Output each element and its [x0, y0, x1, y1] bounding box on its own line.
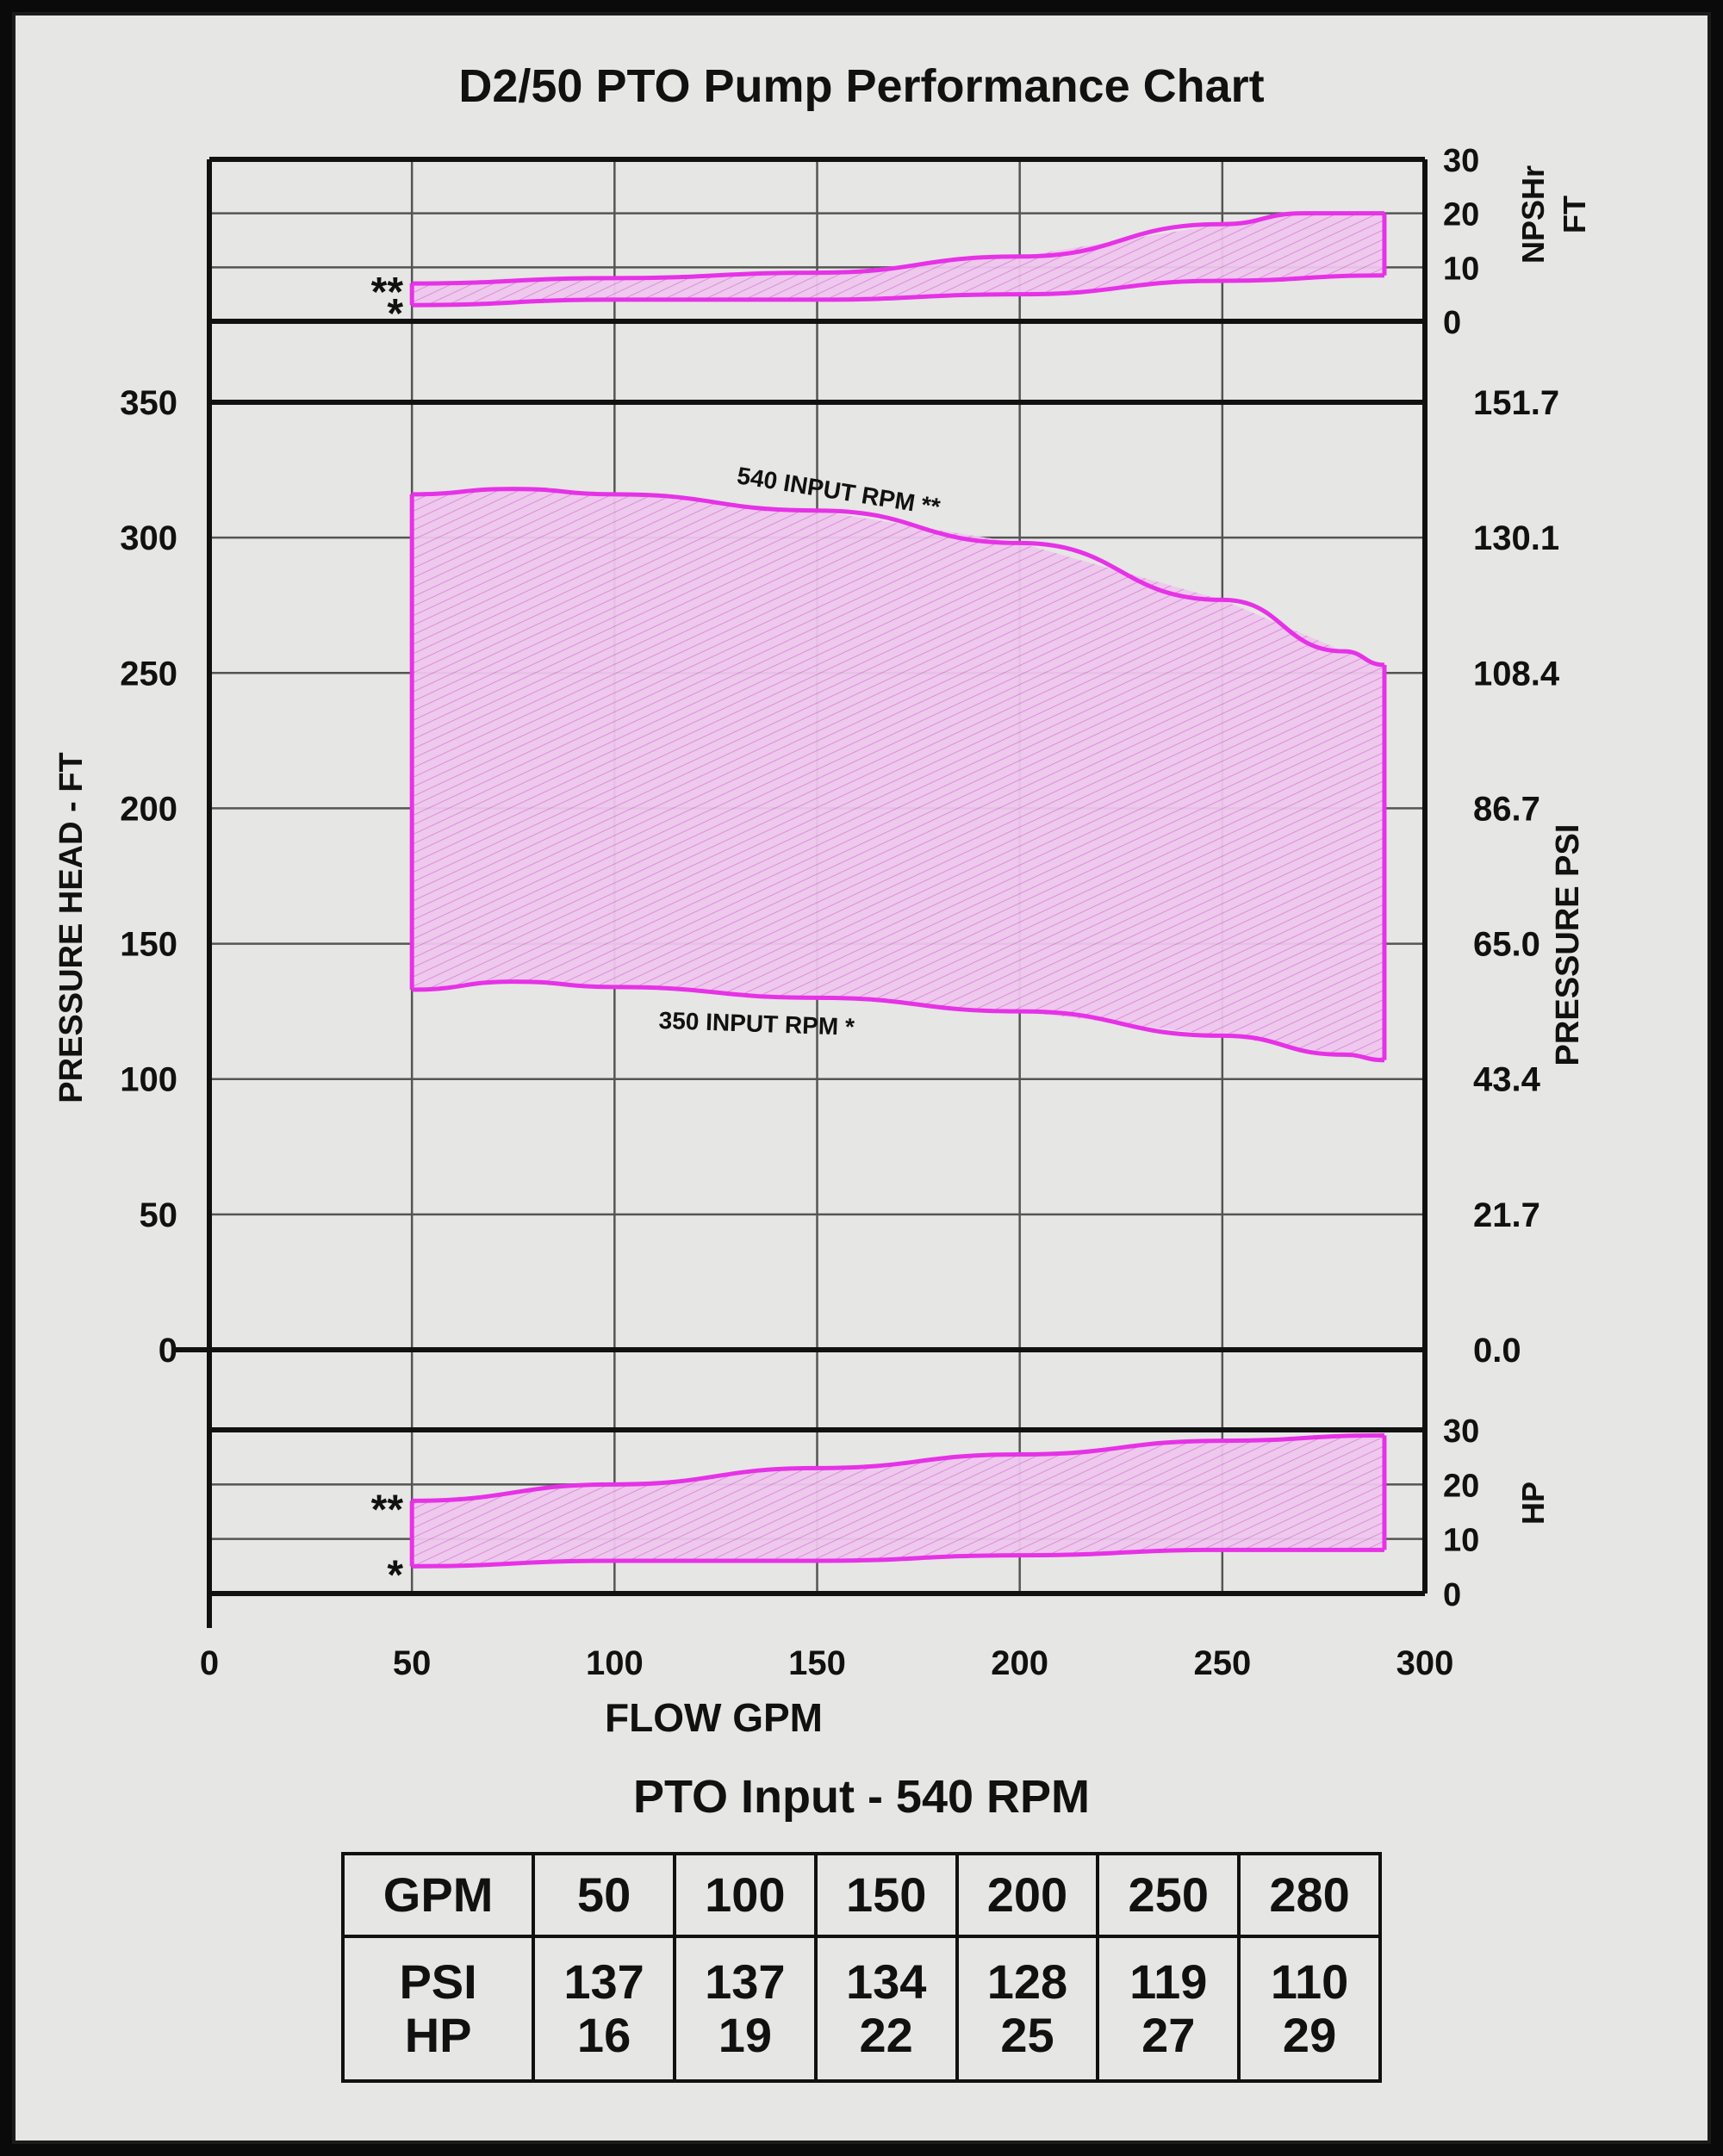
psi-hp-cell: 134 22 [813, 1935, 959, 2083]
left-y-tick-label: 150 [120, 926, 177, 964]
psi-hp-cell: 110 29 [1237, 1935, 1382, 2083]
gpm-cell: 250 [1096, 1852, 1241, 1938]
right-y-tick-label: 86.7 [1473, 790, 1540, 828]
table-row-psi-hp: PSI HP 137 16 137 19 134 22 128 25 119 27 110… [340, 1935, 1382, 2083]
psi-value: 137 [705, 1954, 786, 2009]
right-y-tick-label: 21.7 [1473, 1196, 1540, 1234]
psi-hp-cell: 137 16 [532, 1935, 676, 2083]
gpm-cell: 150 [813, 1852, 959, 1938]
area-layer [409, 211, 1387, 1569]
left-y-axis-label: PRESSURE HEAD - FT [53, 752, 90, 1103]
npsh-y-tick-label: 0 [1443, 305, 1461, 341]
npsh-axis-label: NPSHr [1515, 165, 1551, 264]
right-y-tick-label: 130.1 [1473, 519, 1559, 557]
x-tick-label: 100 [586, 1644, 644, 1682]
psi-value: 134 [845, 1954, 927, 2009]
hp-value: 19 [718, 2008, 773, 2062]
psi-value: 119 [1129, 1954, 1208, 2009]
left-y-tick-label: 0 [159, 1332, 177, 1370]
npsh-upper-curve [412, 211, 1384, 286]
npsh-y-tick-label: 30 [1443, 143, 1479, 179]
psi-label: PSI [399, 1954, 477, 2009]
chart-title: D2/50 PTO Pump Performance Chart [458, 60, 1264, 112]
right-y-tick-label: 151.7 [1473, 384, 1559, 422]
hp-value: 25 [1000, 2008, 1054, 2062]
hp-range-area [412, 1435, 1384, 1567]
npsh-upper-marker: ** [371, 270, 404, 315]
npsh-lower-curve [412, 273, 1384, 308]
x-axis-label: FLOW GPM [605, 1695, 823, 1740]
x-tick-label: 200 [991, 1644, 1048, 1682]
left-y-tick-label: 350 [120, 384, 177, 422]
left-y-tick-label: 200 [120, 790, 177, 828]
pressure-lower-curve [412, 979, 1384, 1063]
series-label-350rpm: 350 INPUT RPM * [658, 1007, 855, 1041]
left-y-tick-label: 50 [140, 1196, 178, 1234]
x-tick-label: 250 [1193, 1644, 1251, 1682]
x-tick-label: 50 [393, 1644, 432, 1682]
hp-upper-marker: ** [371, 1487, 404, 1532]
right-y-tick-label: 0.0 [1473, 1332, 1521, 1370]
npsh-y-tick-label: 20 [1443, 197, 1479, 233]
psi-value: 128 [986, 1954, 1068, 2009]
performance-table: GPM 50 100 150 200 250 280 PSI HP 137 16 … [340, 1852, 1382, 2083]
axis-layer [172, 157, 1428, 1628]
npsh-range-area [412, 213, 1384, 306]
table-row-gpm: GPM 50 100 150 200 250 280 [340, 1852, 1382, 1938]
hp-y-tick-label: 30 [1443, 1414, 1479, 1450]
npsh-lower-marker: * [387, 291, 403, 337]
hp-axis-label: HP [1515, 1482, 1551, 1525]
hp-y-tick-label: 20 [1443, 1468, 1479, 1504]
pressure-range-area [412, 488, 1384, 1060]
right-y-axis-label: PRESSURE PSI [1550, 824, 1586, 1066]
pressure-upper-curve [412, 487, 1385, 668]
npsh-unit-label: FT [1557, 196, 1592, 233]
x-tick-label: 150 [788, 1644, 846, 1682]
gpm-header-cell: GPM [340, 1852, 536, 1938]
right-y-tick-label: 65.0 [1473, 926, 1540, 964]
left-y-tick-label: 300 [120, 519, 177, 557]
hp-y-tick-label: 10 [1443, 1523, 1479, 1559]
hp-lower-curve [412, 1547, 1384, 1569]
psi-hp-cell: 137 19 [672, 1935, 818, 2083]
left-y-tick-label: 100 [120, 1061, 177, 1099]
x-tick-label: 300 [1396, 1644, 1454, 1682]
hp-label: HP [404, 2008, 472, 2062]
table-title: PTO Input - 540 RPM [632, 1771, 1091, 1823]
psi-hp-label-cell: PSI HP [340, 1935, 536, 2083]
right-y-tick-label: 43.4 [1473, 1061, 1541, 1099]
npsh-y-tick-label: 10 [1443, 251, 1479, 287]
gpm-cell: 200 [955, 1852, 1100, 1938]
hp-value: 27 [1141, 2008, 1196, 2062]
hp-value: 29 [1282, 2008, 1337, 2062]
x-tick-label: 0 [200, 1644, 219, 1682]
hp-y-tick-label: 0 [1443, 1577, 1461, 1613]
gpm-cell: 50 [532, 1852, 676, 1938]
gpm-cell: 100 [672, 1852, 818, 1938]
right-y-tick-label: 108.4 [1473, 655, 1560, 693]
psi-hp-cell: 119 27 [1096, 1935, 1241, 2083]
gpm-cell: 280 [1237, 1852, 1382, 1938]
hp-upper-curve [412, 1432, 1384, 1503]
hp-lower-marker: * [387, 1552, 403, 1598]
hp-value: 22 [859, 2008, 913, 2062]
psi-value: 137 [563, 1954, 644, 2009]
hp-value: 16 [576, 2008, 631, 2062]
psi-value: 110 [1270, 1954, 1349, 2009]
left-y-tick-label: 250 [120, 655, 177, 693]
psi-hp-cell: 128 25 [955, 1935, 1100, 2083]
